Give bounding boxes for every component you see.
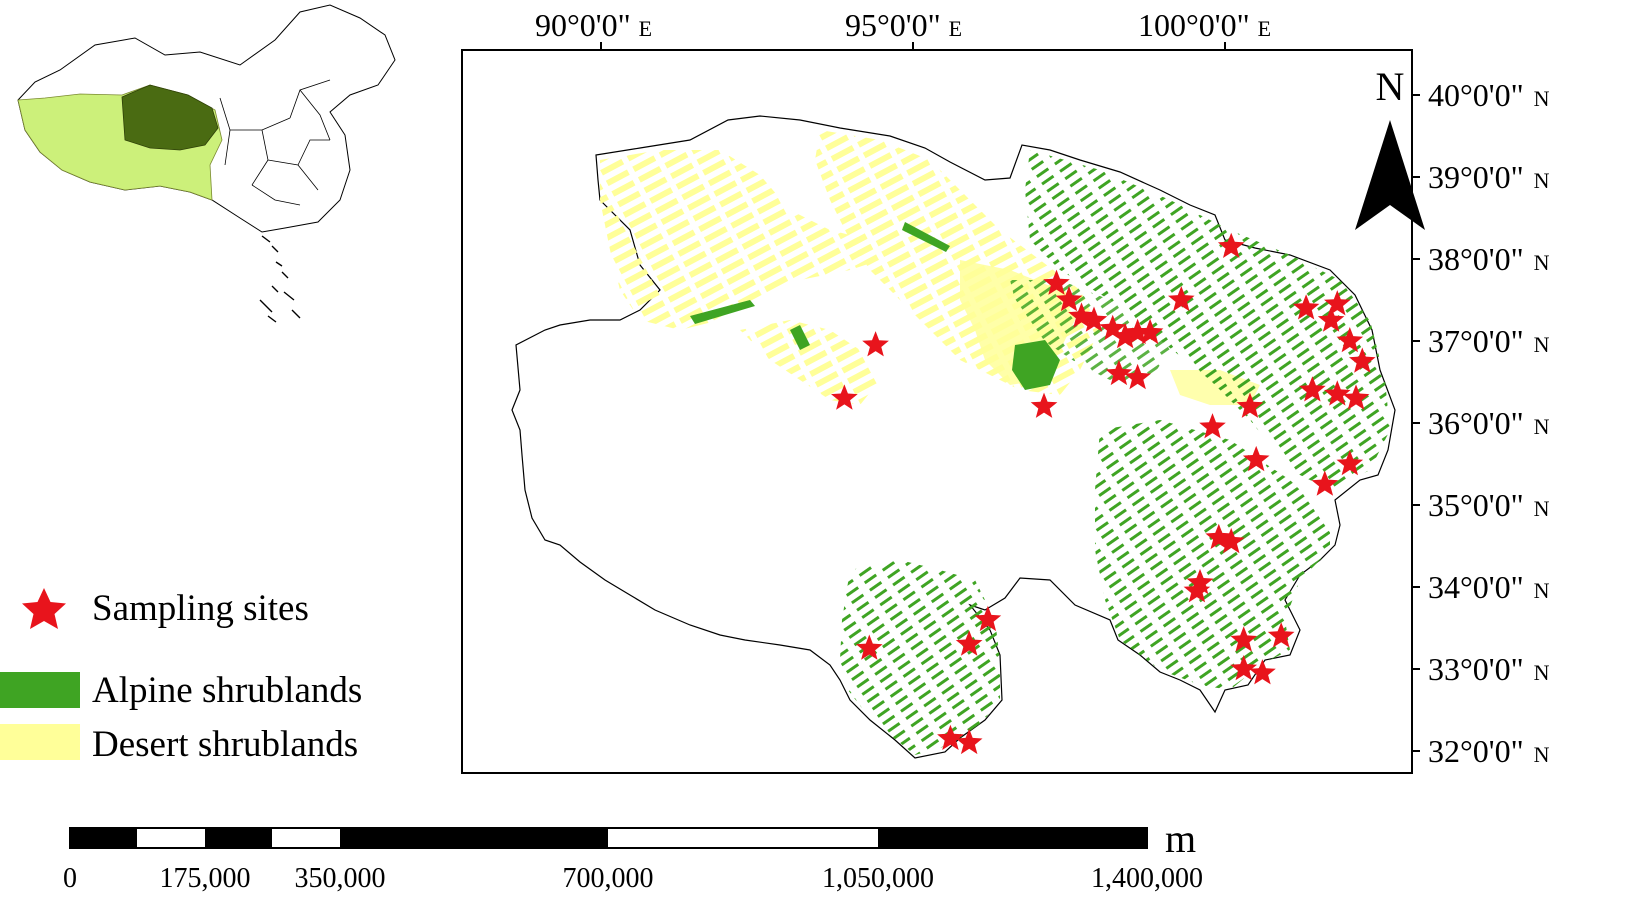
sampling-site-star-39	[955, 630, 983, 656]
sampling-site-star-2	[1055, 286, 1083, 312]
inset-islands	[259, 235, 301, 323]
sampling-site-star-21	[1336, 450, 1364, 476]
graticule-ticks	[600, 42, 1420, 752]
scale-seg-3	[340, 828, 608, 848]
inset-qinghai-province	[121, 84, 219, 151]
scale-seg-4	[878, 828, 1147, 848]
legend-desert-swatch	[0, 724, 80, 760]
sampling-site-star-24	[1199, 413, 1226, 439]
latitude-labels: 40°0'0" N 39°0'0" N 38°0'0" N 37°0'0" N 36°0…	[1428, 77, 1550, 769]
legend-label-desert-shrublands: Desert shrublands	[92, 724, 358, 765]
sampling-sites-layer	[831, 232, 1376, 755]
lat-label-39: 39°0'0" N	[1428, 159, 1550, 195]
sampling-site-star-19	[1324, 380, 1351, 406]
sampling-site-star-20	[1342, 384, 1370, 410]
sampling-site-star-31	[1267, 622, 1295, 648]
scale-tick-700000: 700,000	[563, 863, 654, 894]
scale-tick-0: 0	[63, 863, 77, 894]
north-label: N	[1376, 64, 1405, 109]
sampling-site-star-29	[1183, 577, 1211, 603]
sampling-site-star-15	[1324, 290, 1351, 316]
scale-tick-1400000: 1,400,000	[1091, 863, 1203, 894]
legend-label-alpine-shrublands: Alpine shrublands	[92, 670, 362, 711]
sampling-site-star-7	[1124, 318, 1151, 345]
scale-tick-350000: 350,000	[295, 863, 386, 894]
sampling-site-star-8	[1136, 318, 1164, 345]
alpine-region-south	[840, 560, 1000, 755]
desert-region-northwest	[600, 150, 880, 330]
north-arrow-icon	[1355, 120, 1425, 230]
lat-label-36: 36°0'0" N	[1428, 405, 1550, 441]
lat-label-35: 35°0'0" N	[1428, 487, 1550, 523]
sampling-site-star-5	[1099, 314, 1126, 340]
sampling-site-star-18	[1299, 376, 1326, 402]
sampling-site-star-26	[1205, 523, 1233, 550]
sampling-site-star-38	[974, 605, 1002, 632]
sampling-site-star-16	[1336, 327, 1364, 353]
scale-tick-175000: 175,000	[160, 863, 251, 894]
alpine-strip-west-2	[790, 325, 810, 350]
scale-seg-2	[205, 828, 272, 848]
sampling-site-star-3	[1068, 302, 1095, 328]
lat-label-38: 38°0'0" N	[1428, 241, 1550, 277]
sampling-site-star-22	[1311, 470, 1339, 496]
lat-label-40: 40°0'0" N	[1428, 77, 1550, 113]
alpine-strip-west	[690, 300, 755, 324]
sampling-site-star-13	[1292, 294, 1320, 320]
sampling-site-star-40	[937, 724, 964, 750]
alpine-region-northeast	[1025, 150, 1390, 490]
scale-unit: m	[1165, 816, 1196, 861]
sampling-site-star-6	[1111, 322, 1139, 349]
alpine-region-central-east	[1095, 420, 1330, 690]
alpine-strip-north	[902, 222, 950, 252]
sampling-site-star-36	[831, 384, 858, 410]
sampling-site-star-32	[1230, 655, 1257, 681]
scale-bar: m 0 175,000 350,000 700,000 1,050,000 1,…	[63, 816, 1203, 894]
legend-star-icon	[22, 588, 66, 629]
sampling-site-star-35	[862, 331, 889, 357]
alpine-shrublands	[690, 150, 1390, 755]
sampling-site-star-17	[1349, 347, 1376, 373]
lon-label-95: 95°0'0" E	[845, 7, 962, 43]
inset-map	[17, 4, 396, 323]
sampling-site-star-25	[1242, 445, 1270, 472]
sampling-site-star-10	[1124, 363, 1151, 390]
sampling-site-star-33	[1249, 659, 1276, 685]
alpine-region-qaidam-north	[1010, 280, 1170, 380]
north-arrow: N	[1355, 64, 1425, 230]
sampling-site-star-41	[955, 728, 983, 755]
inset-province-lines	[219, 79, 331, 206]
longitude-labels: 90°0'0" E 95°0'0" E 100°0'0" E	[535, 7, 1271, 43]
sampling-site-star-23	[1236, 392, 1264, 418]
scale-tick-1050000: 1,050,000	[822, 863, 934, 894]
lat-label-32: 32°0'0" N	[1428, 733, 1550, 769]
lat-label-33: 33°0'0" N	[1428, 651, 1550, 687]
lon-label-90: 90°0'0" E	[535, 7, 652, 43]
sampling-site-star-30	[1230, 626, 1257, 652]
sampling-site-star-9	[1105, 359, 1133, 386]
sampling-site-star-27	[1217, 527, 1245, 554]
sampling-site-star-37	[856, 634, 883, 660]
lat-label-37: 37°0'0" N	[1428, 323, 1550, 359]
legend-alpine-swatch	[0, 672, 80, 708]
legend-label-sampling-sites: Sampling sites	[92, 588, 309, 629]
lon-label-100: 100°0'0" E	[1138, 7, 1271, 43]
legend: Sampling sites Alpine shrublands Desert …	[0, 588, 362, 765]
scale-seg-1	[70, 828, 137, 848]
sampling-site-star-14	[1317, 306, 1345, 332]
sampling-site-star-4	[1080, 306, 1108, 332]
sampling-site-star-28	[1186, 568, 1214, 595]
sampling-site-star-34	[1030, 392, 1058, 418]
desert-region-west	[740, 320, 880, 405]
lat-label-34: 34°0'0" N	[1428, 569, 1550, 605]
sampling-site-star-11	[1168, 286, 1195, 312]
sampling-site-star-12	[1217, 232, 1245, 258]
sampling-site-star-1	[1043, 269, 1070, 295]
alpine-patch-central	[1012, 340, 1060, 390]
